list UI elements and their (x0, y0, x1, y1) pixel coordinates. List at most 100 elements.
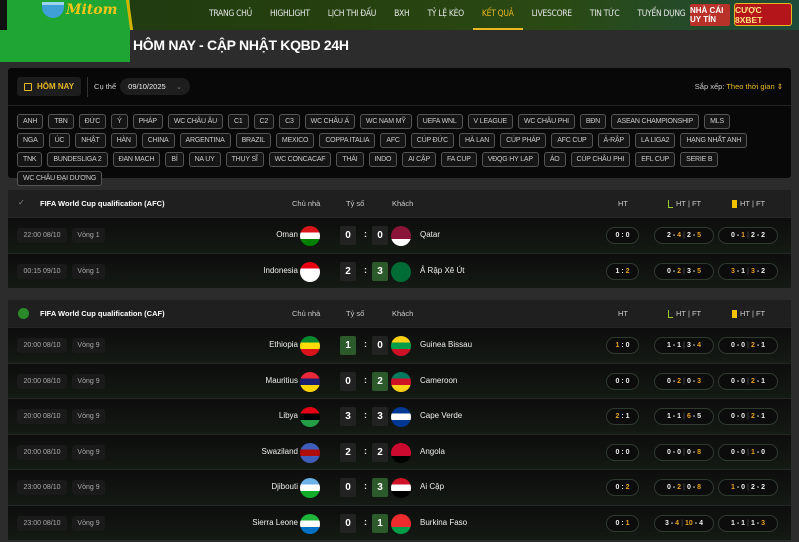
match-row[interactable]: 20:00 08/10 Vòng 9 Libya 3 : 3 Cape Verd… (8, 398, 791, 434)
league-tag[interactable]: THÁI (336, 152, 364, 167)
league-tag[interactable]: SERIE B (680, 152, 719, 167)
league-tag[interactable]: CHINA (141, 133, 175, 148)
league-tag[interactable]: MLS (704, 114, 730, 129)
match-row[interactable]: 20:00 08/10 Vòng 9 Mauritius 0 : 2 Camer… (8, 362, 791, 398)
away-score: 0 (372, 226, 388, 245)
home-team[interactable]: Mauritius (265, 375, 298, 385)
league-tag[interactable]: AI CẬP (402, 152, 436, 167)
cards-ht-ft: 1 - 1 | 1 - 3 (718, 514, 778, 532)
league-tag[interactable]: C2 (253, 114, 275, 129)
league-tag[interactable]: AFC (380, 133, 406, 148)
home-team[interactable]: Djibouti (271, 482, 298, 491)
league-tag[interactable]: BRAZIL (235, 133, 271, 148)
league-tag[interactable]: WC CONCACAF (268, 152, 332, 167)
league-tag[interactable]: C3 (279, 114, 300, 129)
date-picker[interactable]: 09/10/2025 ⌄ (120, 78, 190, 95)
league-tag[interactable]: INDO (368, 152, 398, 167)
league-tag[interactable]: MEXICO (275, 133, 315, 148)
league-tag[interactable]: LA LIGA2 (634, 133, 676, 148)
league-tag[interactable]: COPPA ITALIA (319, 133, 376, 148)
league-tag[interactable]: HÀ LAN (459, 133, 496, 148)
nav-item[interactable]: TIN TỨC (589, 9, 620, 19)
nav-item[interactable]: TRANG CHỦ (209, 9, 252, 19)
league-tag[interactable]: NGA (17, 133, 44, 148)
league-tag[interactable]: CÚP ĐỨC (410, 133, 455, 148)
match-row[interactable]: 20:00 08/10 Vòng 9 Ethiopia 1 : 0 Guinea… (8, 327, 791, 363)
match-round: Vòng 9 (72, 409, 105, 424)
league-tag[interactable]: TNK (17, 152, 43, 167)
league-tag[interactable]: ÁO (543, 152, 566, 167)
league-tag[interactable]: ANH (17, 114, 44, 129)
league-tag[interactable]: HẠNG NHẤT ANH (680, 133, 748, 148)
league-tag[interactable]: Ả-RẬP (597, 133, 630, 148)
league-tag[interactable]: BĐN (579, 114, 606, 129)
nav-item[interactable]: TỶ LỆ KÈO (427, 9, 464, 19)
league-tag[interactable]: NHẬT (75, 133, 106, 148)
league-tag[interactable]: WC CHÂU PHI (517, 114, 575, 129)
nav-item[interactable]: BXH (394, 9, 410, 19)
away-flag-icon (391, 226, 411, 246)
league-tag[interactable]: ASEAN CHAMPIONSHIP (611, 114, 700, 129)
nav-item[interactable]: LỊCH THI ĐẤU (327, 9, 377, 19)
league-tag[interactable]: ĐAN MẠCH (112, 152, 161, 167)
league-tag[interactable]: VĐQG HY LẠP (481, 152, 539, 167)
match-row[interactable]: 23:00 08/10 Vòng 9 Djibouti 0 : 3 Ai Cập… (8, 469, 791, 505)
home-team[interactable]: Sierra Leone (252, 517, 298, 527)
site-logo[interactable]: Mitom (42, 2, 117, 18)
league-tag[interactable]: BỈ (165, 152, 184, 167)
away-team[interactable]: Cape Verde (420, 411, 463, 420)
match-row[interactable]: 20:00 08/10 Vòng 9 Swaziland 2 : 2 Angol… (8, 433, 791, 469)
away-team[interactable]: Ai Cập (420, 482, 445, 491)
league-tag[interactable]: TBN (48, 114, 74, 129)
nha-cai-uy-tin-button[interactable]: NHÀ CÁI UY TÍN (690, 4, 730, 26)
league-tag[interactable]: CÚP PHÁP (500, 133, 547, 148)
away-team[interactable]: Cameroon (420, 375, 458, 385)
league-tag[interactable]: THỤY SĨ (225, 152, 264, 167)
today-button[interactable]: HÔM NAY (17, 77, 82, 96)
sort-select[interactable]: Sắp xếp: Theo thời gian ⇕ (694, 82, 783, 91)
league-tag[interactable]: ÚC (48, 133, 71, 148)
away-team[interactable]: Burkina Faso (420, 517, 468, 527)
nav-item[interactable]: HIGHLIGHT (269, 9, 310, 19)
league-tag[interactable]: ĐỨC (78, 114, 107, 129)
away-team[interactable]: Angola (420, 446, 445, 456)
league-tag[interactable]: NA UY (188, 152, 221, 167)
league-tag[interactable]: UEFA WNL (416, 114, 463, 129)
league-tag[interactable]: CÚP CHÂU PHI (570, 152, 631, 167)
league-tag[interactable]: AFC CUP (551, 133, 593, 148)
league-tag[interactable]: C1 (227, 114, 249, 129)
home-team[interactable]: Indonesia (263, 265, 298, 275)
league-tag[interactable]: WC CHÂU ÂU (167, 114, 223, 129)
league-tag[interactable]: WC CHÂU Á (304, 114, 355, 129)
nav-item[interactable]: LIVESCORE (531, 9, 573, 19)
league-tag[interactable]: ARGENTINA (179, 133, 231, 148)
league-tag[interactable]: PHÁP (132, 114, 163, 129)
home-team[interactable]: Swaziland (261, 446, 298, 456)
league-tag[interactable]: WC NAM MỸ (359, 114, 412, 129)
league-tag[interactable]: BUNDESLIGA 2 (47, 152, 108, 167)
cuoc-8xbet-button[interactable]: CƯỢC 8XBET (734, 3, 792, 26)
away-team[interactable]: Qatar (420, 230, 441, 239)
home-team[interactable]: Libya (278, 411, 298, 420)
away-flag-icon (391, 371, 411, 392)
match-row[interactable]: 23:00 08/10 Vòng 9 Sierra Leone 0 : 1 Bu… (8, 504, 791, 540)
home-team[interactable]: Oman (276, 230, 298, 239)
league-tag[interactable]: EFL CUP (635, 152, 676, 167)
nav-item[interactable]: TUYỂN DỤNG (637, 9, 686, 19)
league-tag[interactable]: V LEAGUE (467, 114, 513, 129)
nav-item[interactable]: KẾT QUẢ (472, 0, 523, 30)
match-row[interactable]: 22:00 08/10 Vòng 1 Oman 0 : 0 Qatar 0 : … (8, 217, 791, 253)
ht-score: 1 : 2 (606, 262, 639, 280)
logo-area (0, 0, 130, 62)
match-row[interactable]: 00:15 09/10 Vòng 1 Indonesia 2 : 3 Ả Rập… (8, 252, 791, 288)
league-tag[interactable]: HÀN (110, 133, 137, 148)
away-team[interactable]: Guinea Bissau (420, 340, 473, 349)
away-flag-icon (391, 478, 411, 498)
away-team[interactable]: Ả Rập Xê Út (420, 265, 465, 275)
league-name: FIFA World Cup qualification (CAF) (40, 309, 165, 318)
home-team[interactable]: Ethiopia (269, 340, 298, 349)
league-tag[interactable]: FA CUP (440, 152, 477, 167)
ht-score: 1 : 0 (606, 337, 639, 354)
league-tag[interactable]: WC CHÂU ĐẠI DƯƠNG (17, 171, 103, 186)
league-tag[interactable]: Ý (111, 114, 128, 129)
